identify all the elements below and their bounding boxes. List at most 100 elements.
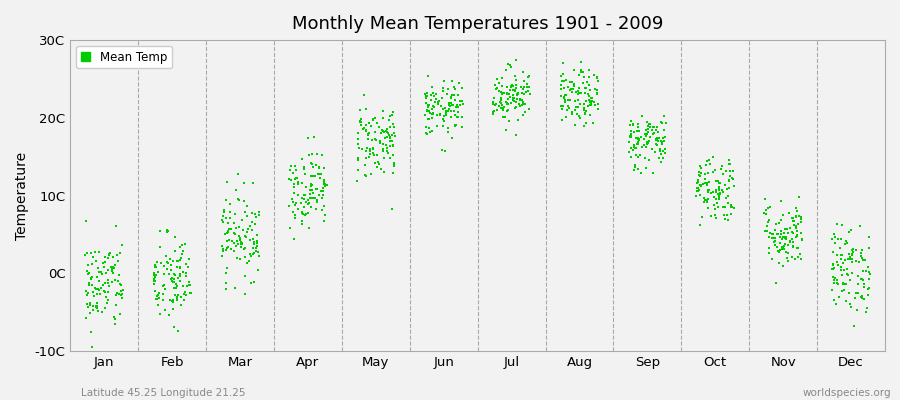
Point	[631, 135, 645, 142]
Point	[494, 96, 508, 103]
Point	[382, 123, 397, 130]
Point	[178, 273, 193, 279]
Point	[248, 211, 263, 217]
Point	[158, 307, 173, 313]
Point	[835, 222, 850, 229]
Point	[302, 195, 317, 202]
Point	[442, 100, 456, 106]
Point	[304, 173, 319, 179]
Point	[700, 182, 715, 188]
Point	[148, 287, 162, 294]
Point	[778, 234, 793, 240]
Point	[700, 188, 715, 195]
Point	[150, 268, 165, 275]
Point	[857, 296, 871, 302]
Title: Monthly Mean Temperatures 1901 - 2009: Monthly Mean Temperatures 1901 - 2009	[292, 15, 663, 33]
Point	[423, 129, 437, 135]
Point	[370, 164, 384, 171]
Point	[109, 223, 123, 229]
Point	[707, 206, 722, 212]
Point	[657, 127, 671, 134]
Point	[239, 260, 254, 266]
Point	[521, 88, 535, 94]
Point	[81, 269, 95, 276]
Point	[430, 123, 445, 129]
Point	[758, 228, 772, 234]
Point	[496, 114, 510, 120]
Point	[634, 113, 649, 119]
Point	[89, 304, 104, 310]
Point	[689, 180, 704, 186]
Point	[445, 91, 459, 98]
Point	[624, 134, 638, 140]
Point	[557, 85, 572, 91]
Point	[500, 90, 514, 96]
Point	[577, 105, 591, 112]
Point	[709, 200, 724, 206]
Point	[855, 247, 869, 253]
Point	[236, 227, 250, 233]
Point	[168, 248, 183, 254]
Point	[353, 106, 367, 113]
Point	[704, 213, 718, 220]
Point	[250, 238, 265, 244]
Point	[99, 293, 113, 300]
Point	[170, 294, 184, 300]
Point	[366, 152, 381, 158]
Point	[761, 217, 776, 223]
Point	[587, 72, 601, 78]
Point	[646, 130, 661, 136]
Point	[234, 239, 248, 246]
Point	[558, 97, 572, 103]
Point	[502, 118, 517, 124]
Point	[515, 96, 529, 103]
Point	[640, 139, 654, 145]
Point	[79, 218, 94, 224]
Point	[109, 292, 123, 298]
Point	[499, 99, 513, 105]
Point	[365, 145, 380, 152]
Point	[152, 228, 166, 235]
Point	[224, 238, 238, 245]
Point	[634, 144, 649, 150]
Point	[689, 193, 704, 199]
Point	[778, 242, 792, 249]
Point	[578, 111, 592, 117]
Point	[561, 84, 575, 90]
Point	[384, 206, 399, 212]
Point	[248, 249, 262, 256]
Point	[778, 226, 792, 232]
Point	[760, 205, 775, 211]
Point	[633, 152, 647, 158]
Point	[857, 281, 871, 288]
Point	[422, 110, 436, 116]
Point	[420, 116, 435, 122]
Point	[498, 114, 512, 120]
Point	[231, 224, 246, 230]
Point	[590, 74, 605, 81]
Point	[436, 88, 450, 94]
Point	[771, 248, 786, 254]
Point	[512, 101, 526, 108]
Point	[170, 297, 184, 303]
Point	[777, 246, 791, 252]
Point	[777, 230, 791, 236]
Point	[630, 127, 644, 134]
Point	[216, 248, 230, 254]
Point	[517, 69, 531, 76]
Point	[161, 312, 176, 318]
Point	[356, 126, 370, 132]
Point	[149, 263, 164, 270]
Point	[626, 121, 641, 128]
Point	[235, 217, 249, 224]
Point	[860, 305, 874, 312]
Point	[419, 108, 434, 114]
Point	[724, 175, 739, 182]
Point	[380, 148, 394, 154]
Point	[304, 195, 319, 201]
Point	[169, 285, 184, 291]
Point	[165, 277, 179, 284]
Point	[556, 71, 571, 78]
Point	[712, 185, 726, 192]
Point	[724, 202, 738, 209]
